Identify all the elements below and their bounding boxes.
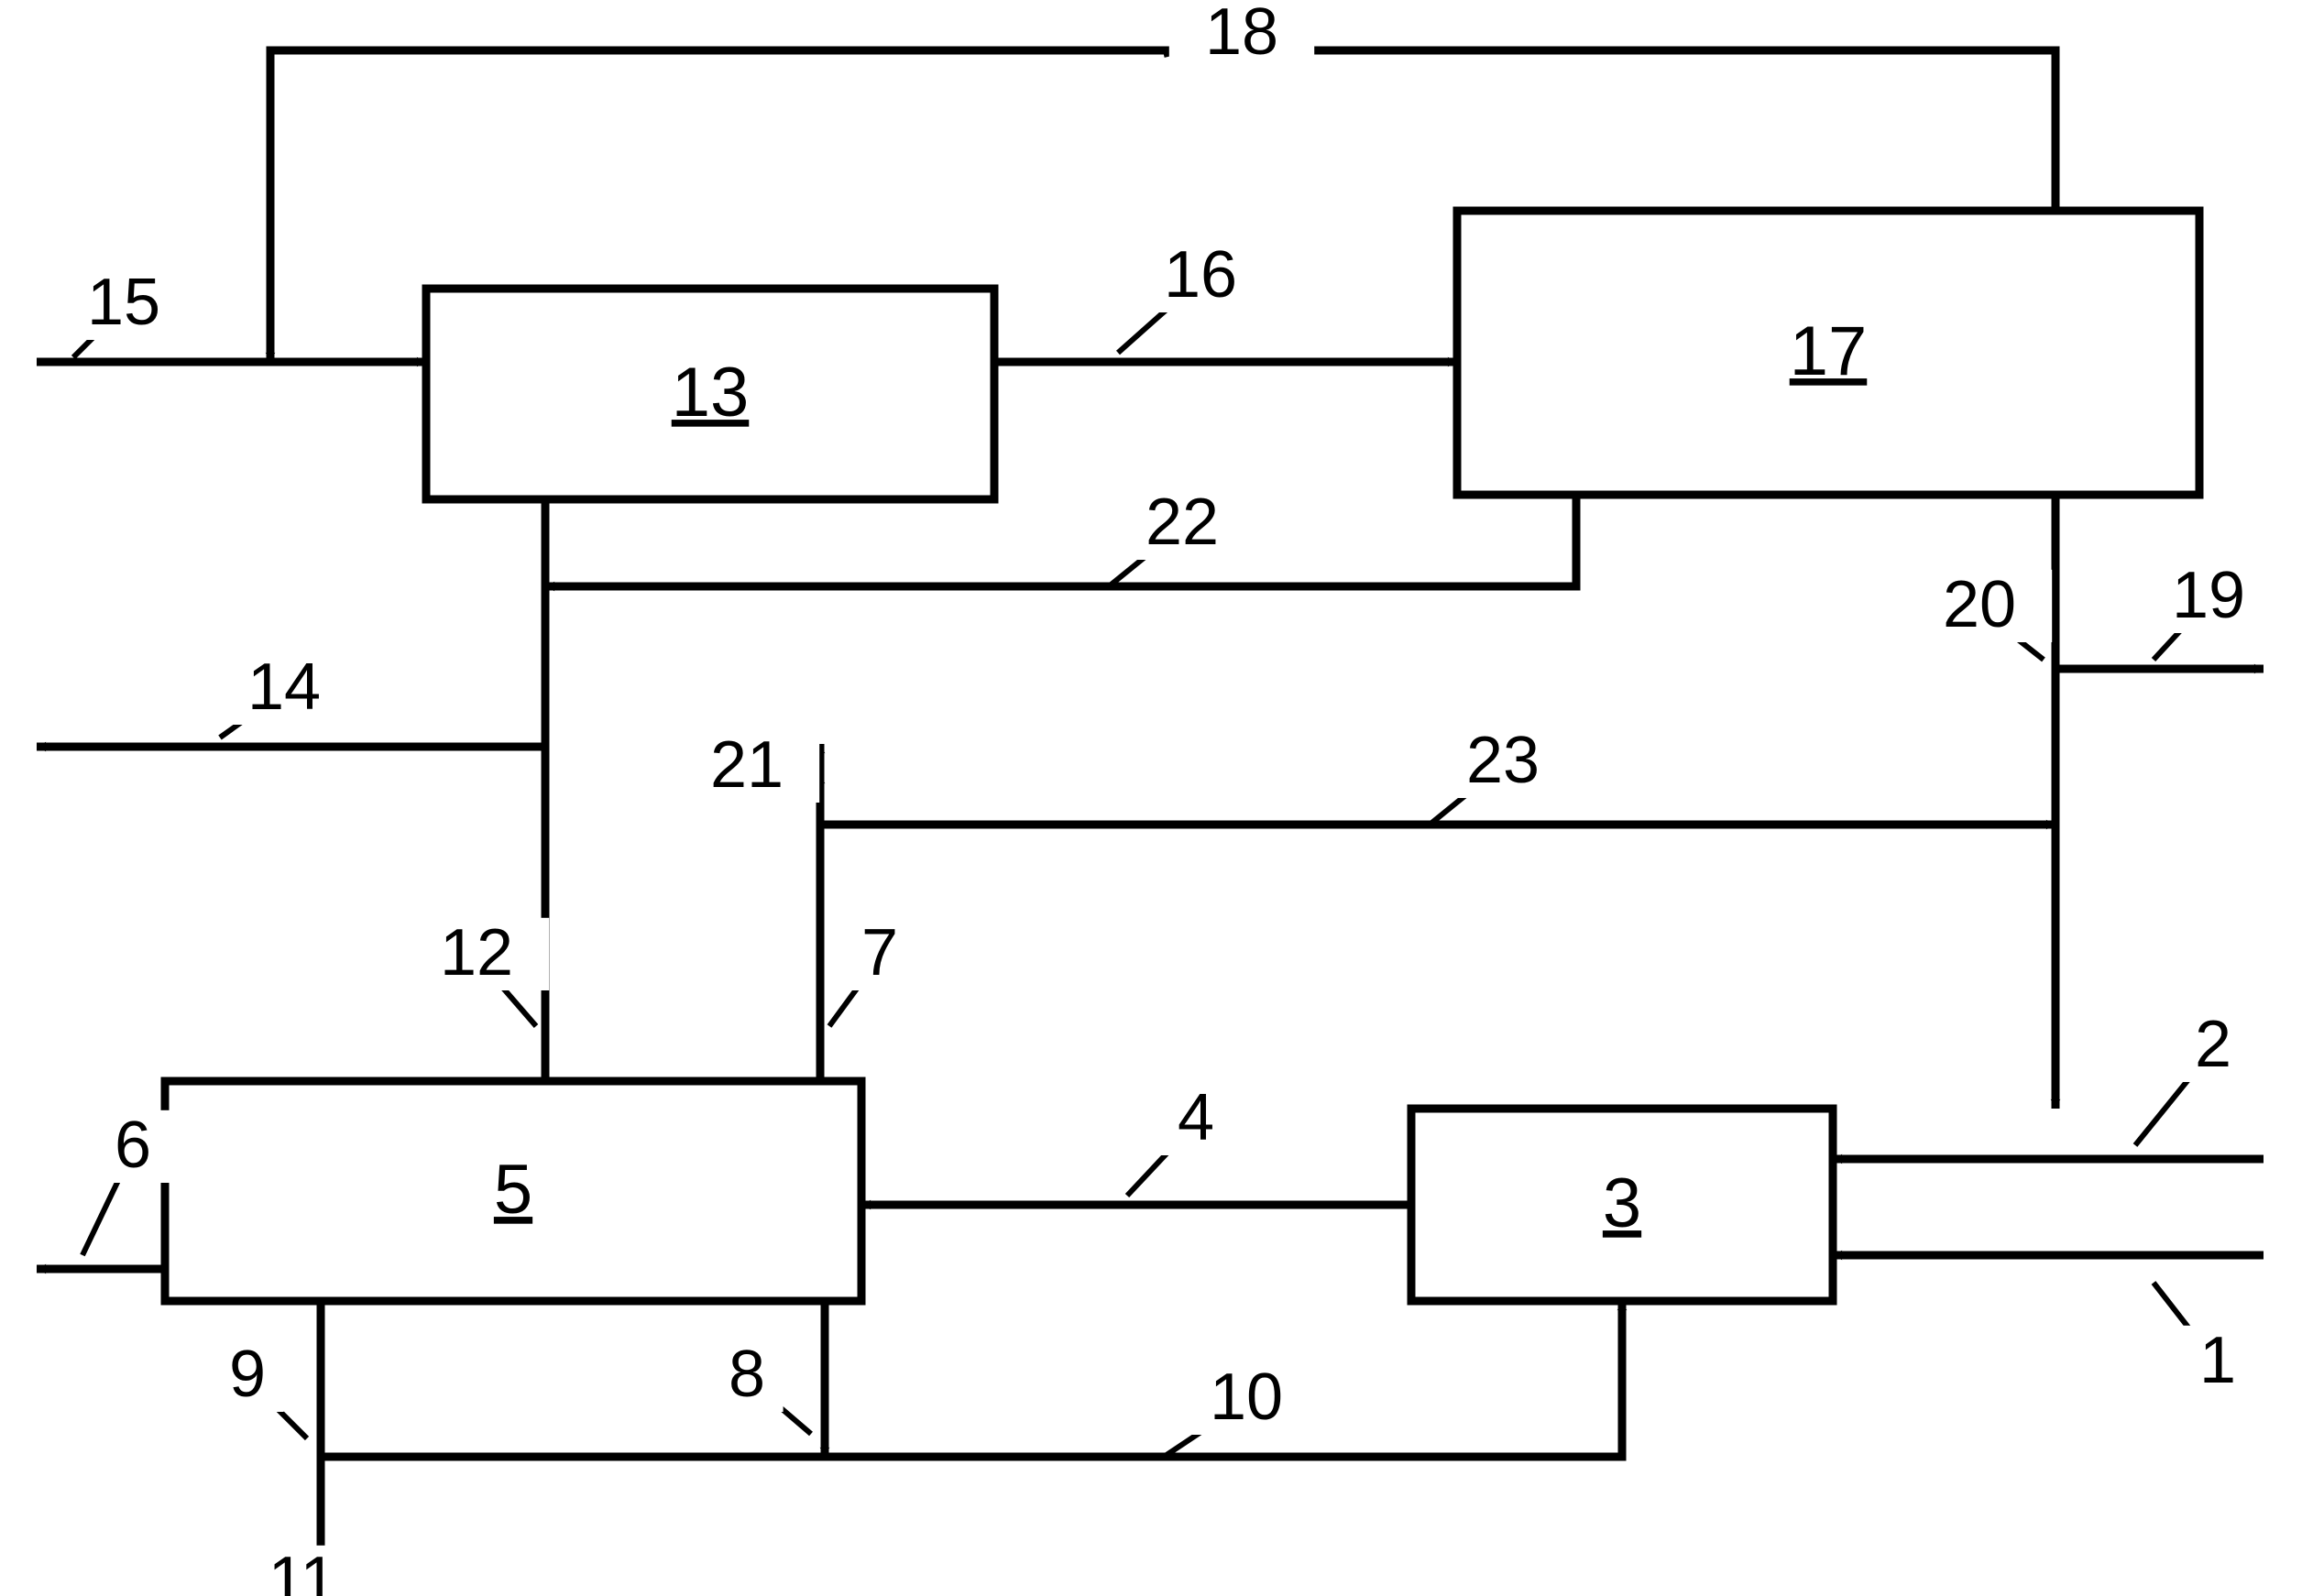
labels-layer: 1246789101112141516181920212223 <box>51 0 2281 1596</box>
stream-label-8: 8 <box>729 1338 765 1411</box>
stream-label-6: 6 <box>115 1109 151 1182</box>
stream-label-7: 7 <box>861 916 898 989</box>
stream-label-18: 18 <box>1205 0 1278 69</box>
stream-label-1: 1 <box>2199 1324 2236 1397</box>
stream-label-16: 16 <box>1164 238 1237 312</box>
stream-label-19: 19 <box>2172 559 2245 632</box>
stream-label-4: 4 <box>1178 1081 1214 1154</box>
block-label-17: 17 <box>1790 312 1868 390</box>
stream-label-12: 12 <box>440 916 513 989</box>
stream-label-15: 15 <box>87 266 160 339</box>
flow-diagram: 3513171246789101112141516181920212223 <box>0 0 2302 1596</box>
stream-label-2: 2 <box>2195 1008 2231 1081</box>
stream-label-9: 9 <box>229 1338 266 1411</box>
stream-label-21: 21 <box>710 728 784 802</box>
stream-label-10: 10 <box>1210 1361 1283 1434</box>
block-label-5: 5 <box>494 1151 532 1229</box>
stream-10 <box>321 1301 1622 1457</box>
block-label-13: 13 <box>672 354 750 432</box>
stream-22 <box>545 495 1576 586</box>
stream-label-11: 11 <box>269 1544 337 1596</box>
block-label-3: 3 <box>1603 1164 1641 1242</box>
stream-label-20: 20 <box>1943 568 2016 641</box>
stream-label-22: 22 <box>1146 486 1219 559</box>
stream-label-14: 14 <box>247 650 321 724</box>
stream-label-23: 23 <box>1466 724 1540 797</box>
